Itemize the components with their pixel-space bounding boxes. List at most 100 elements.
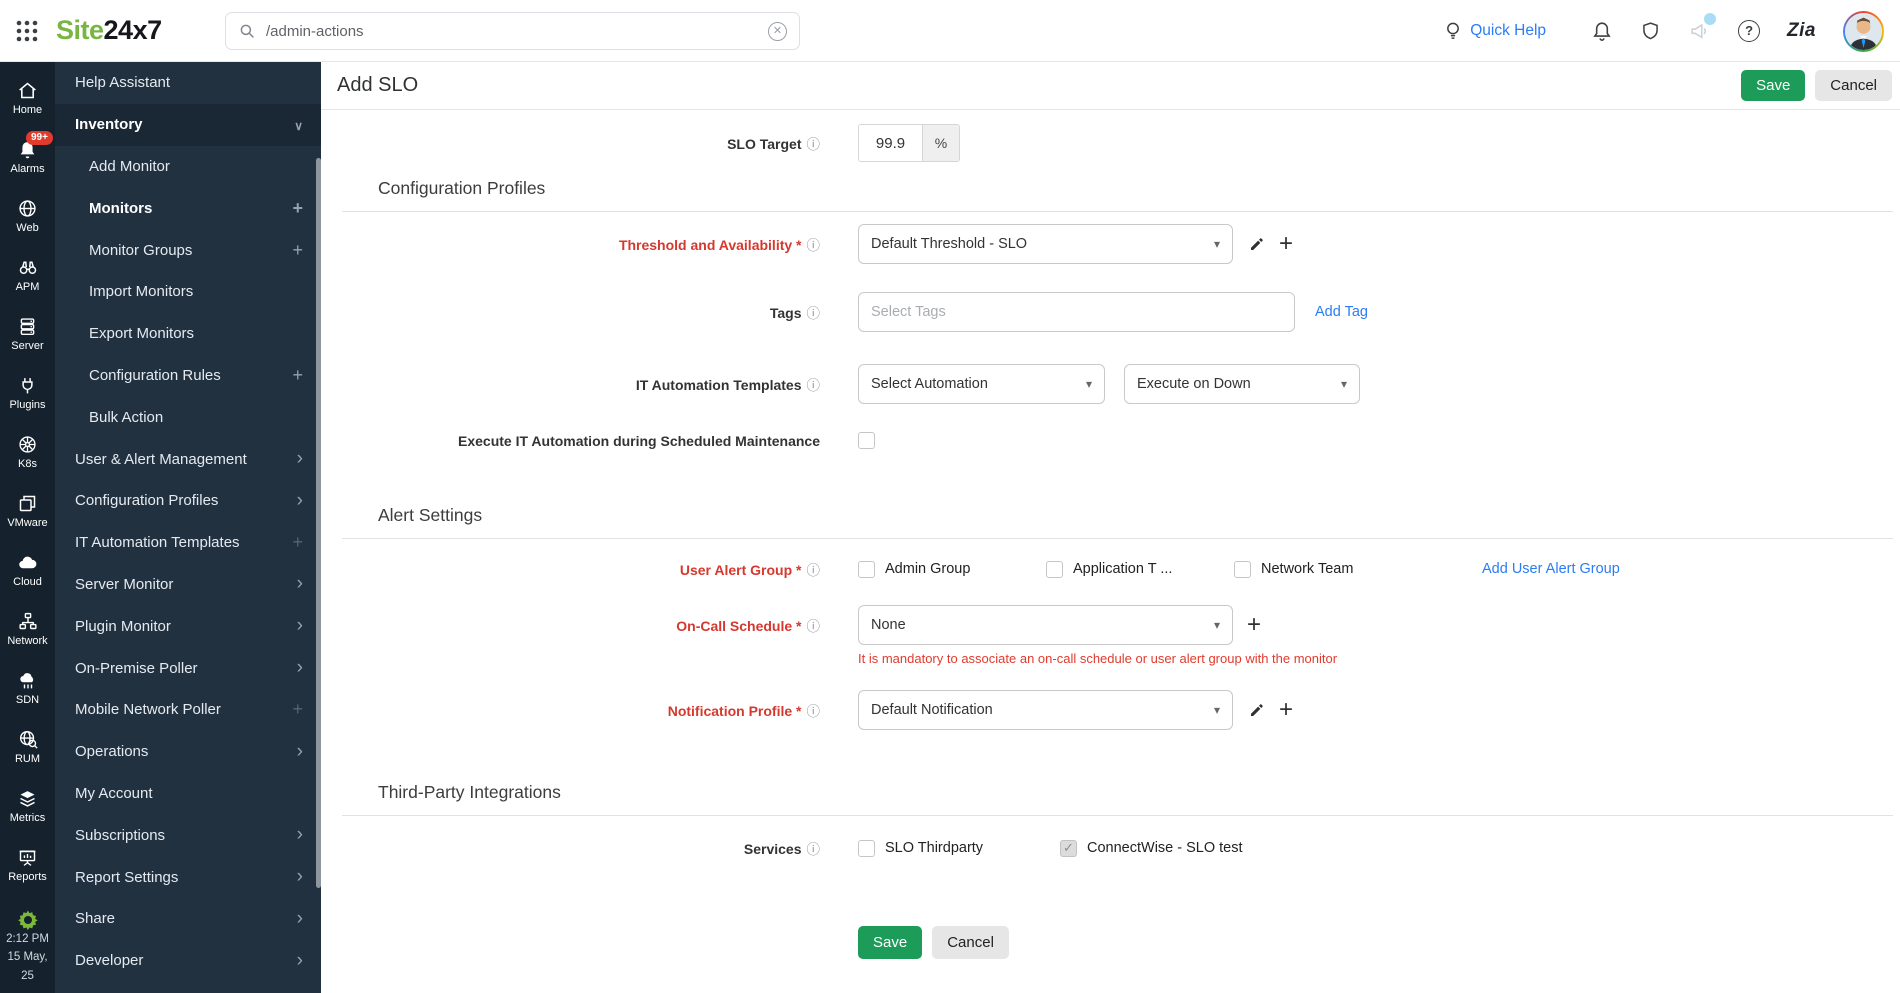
zia-assistant-button[interactable]: Zia bbox=[1787, 20, 1816, 42]
clear-search-icon[interactable]: ✕ bbox=[768, 21, 787, 41]
slo-target-value[interactable]: 99.9 bbox=[859, 125, 922, 161]
tags-input[interactable]: Select Tags bbox=[858, 292, 1295, 332]
rail-item-apm[interactable]: APM bbox=[0, 245, 55, 304]
cancel-button-bottom[interactable]: Cancel bbox=[932, 926, 1009, 959]
section-configuration-profiles: Configuration Profiles bbox=[342, 178, 1893, 212]
add-threshold-button[interactable]: + bbox=[1279, 230, 1294, 257]
sidebar-item-plugin-monitor[interactable]: Plugin Monitor bbox=[55, 605, 321, 647]
notification-dropdown[interactable]: Default Notification bbox=[858, 690, 1233, 730]
info-icon[interactable]: ⓘ bbox=[806, 137, 821, 152]
add-oncall-button[interactable]: + bbox=[1247, 611, 1262, 638]
rail-item-plugins[interactable]: Plugins bbox=[0, 363, 55, 422]
rail-item-network[interactable]: Network bbox=[0, 599, 55, 658]
rail-item-k8s[interactable]: K8s bbox=[0, 422, 55, 481]
plus-icon[interactable] bbox=[292, 198, 303, 219]
rail-item-vmware[interactable]: VMware bbox=[0, 481, 55, 540]
sidebar-item-report-settings[interactable]: Report Settings bbox=[55, 856, 321, 898]
network-team-checkbox[interactable] bbox=[1234, 560, 1251, 578]
sidebar-item-developer[interactable]: Developer bbox=[55, 940, 321, 982]
app-grid-icon[interactable] bbox=[14, 18, 40, 44]
sidebar-item-inventory[interactable]: Inventory bbox=[55, 103, 321, 146]
connectwise-checkbox[interactable] bbox=[1060, 839, 1077, 857]
sidebar-item-mobile-network-poller[interactable]: Mobile Network Poller bbox=[55, 689, 321, 731]
rail-item-server[interactable]: Server bbox=[0, 304, 55, 363]
chevron-right-icon bbox=[297, 950, 303, 972]
reports-board-icon bbox=[19, 850, 36, 866]
sidebar-item-on-premise-poller[interactable]: On-Premise Poller bbox=[55, 647, 321, 689]
sidebar-item-monitor-groups[interactable]: Monitor Groups bbox=[55, 229, 321, 271]
rail-item-sdn[interactable]: SDN bbox=[0, 658, 55, 717]
sidebar-item-user-alert-management[interactable]: User & Alert Management bbox=[55, 438, 321, 480]
rail-item-alarms[interactable]: 99+ Alarms bbox=[0, 127, 55, 186]
sidebar-item-export-monitors[interactable]: Export Monitors bbox=[89, 325, 195, 343]
sidebar-item-bulk-action[interactable]: Bulk Action bbox=[89, 408, 164, 426]
info-icon[interactable]: ⓘ bbox=[806, 842, 821, 857]
security-button[interactable] bbox=[1640, 20, 1661, 42]
sidebar-item-configuration-rules[interactable]: Configuration Rules bbox=[55, 355, 321, 397]
info-icon[interactable]: ⓘ bbox=[806, 704, 821, 719]
save-button-top[interactable]: Save bbox=[1741, 70, 1806, 101]
sidebar-item-subscriptions[interactable]: Subscriptions bbox=[55, 814, 321, 856]
oncall-dropdown[interactable]: None bbox=[858, 605, 1233, 645]
rail-item-rum[interactable]: RUM bbox=[0, 717, 55, 776]
sidebar-item-help-assistant[interactable]: Help Assistant bbox=[75, 74, 171, 92]
add-tag-link[interactable]: Add Tag bbox=[1315, 304, 1368, 320]
info-icon[interactable]: ⓘ bbox=[806, 619, 821, 634]
sidebar-item-my-account[interactable]: My Account bbox=[75, 784, 153, 802]
info-icon[interactable]: ⓘ bbox=[806, 563, 821, 578]
help-button[interactable]: ? bbox=[1738, 20, 1761, 42]
alert-group-option[interactable]: Network Team bbox=[1234, 560, 1422, 578]
info-icon[interactable]: ⓘ bbox=[806, 238, 821, 253]
sidebar-item-add-monitor[interactable]: Add Monitor bbox=[89, 157, 170, 175]
rail-item-home[interactable]: Home bbox=[0, 68, 55, 127]
automation-template-dropdown[interactable]: Select Automation bbox=[858, 364, 1105, 404]
admin-group-checkbox[interactable] bbox=[858, 560, 875, 578]
maintenance-checkbox[interactable] bbox=[858, 432, 875, 449]
bulb-icon bbox=[1447, 22, 1460, 39]
service-option[interactable]: SLO Thirdparty bbox=[858, 839, 1060, 857]
rail-item-cloud[interactable]: Cloud bbox=[0, 540, 55, 599]
alert-group-option[interactable]: Application T ... bbox=[1046, 560, 1234, 578]
rail-item-reports[interactable]: Reports bbox=[0, 835, 55, 894]
notifications-button[interactable] bbox=[1591, 20, 1613, 42]
save-button-bottom[interactable]: Save bbox=[858, 926, 923, 959]
info-icon[interactable]: ⓘ bbox=[806, 306, 821, 321]
edit-notification-button[interactable] bbox=[1249, 702, 1265, 718]
slo-target-input[interactable]: 99.9 % bbox=[858, 124, 960, 162]
menu-scrollbar[interactable] bbox=[316, 158, 321, 888]
plus-icon[interactable] bbox=[292, 365, 303, 386]
service-option[interactable]: ConnectWise - SLO test bbox=[1060, 839, 1248, 857]
cancel-button-top[interactable]: Cancel bbox=[1815, 70, 1892, 101]
sidebar-item-server-monitor[interactable]: Server Monitor bbox=[55, 564, 321, 606]
site24x7-logo[interactable]: Site24x7 bbox=[56, 15, 162, 45]
info-icon[interactable]: ⓘ bbox=[806, 378, 821, 393]
global-search-input[interactable]: /admin-actions ✕ bbox=[225, 12, 800, 50]
rail-item-web[interactable]: Web bbox=[0, 186, 55, 245]
admin-settings-button[interactable] bbox=[16, 900, 40, 940]
user-avatar[interactable] bbox=[1843, 10, 1884, 52]
sidebar-item-it-automation-templates[interactable]: IT Automation Templates bbox=[55, 522, 321, 564]
slo-thirdparty-checkbox[interactable] bbox=[858, 839, 875, 857]
plus-icon[interactable] bbox=[292, 240, 303, 261]
threshold-dropdown[interactable]: Default Threshold - SLO bbox=[858, 224, 1233, 264]
announcements-button[interactable] bbox=[1688, 13, 1717, 42]
automation-trigger-dropdown[interactable]: Execute on Down bbox=[1124, 364, 1360, 404]
plus-icon[interactable] bbox=[292, 532, 303, 553]
add-user-alert-group-link[interactable]: Add User Alert Group bbox=[1482, 561, 1620, 577]
add-notification-button[interactable]: + bbox=[1279, 696, 1294, 723]
plus-icon[interactable] bbox=[292, 699, 303, 720]
sidebar-item-operations[interactable]: Operations bbox=[55, 731, 321, 773]
layers-icon bbox=[20, 790, 35, 807]
page-title: Add SLO bbox=[337, 74, 419, 96]
alert-group-option[interactable]: Admin Group bbox=[858, 560, 1046, 578]
sidebar-item-share[interactable]: Share bbox=[55, 898, 321, 940]
application-team-checkbox[interactable] bbox=[1046, 560, 1063, 578]
sidebar-item-monitors[interactable]: Monitors bbox=[55, 187, 321, 229]
cloud-icon bbox=[19, 556, 37, 568]
rail-item-metrics[interactable]: Metrics bbox=[0, 776, 55, 835]
quick-help-button[interactable]: Quick Help bbox=[1443, 20, 1546, 42]
edit-threshold-button[interactable] bbox=[1249, 236, 1265, 252]
sidebar-item-import-monitors[interactable]: Import Monitors bbox=[89, 283, 194, 301]
sidebar-item-configuration-profiles[interactable]: Configuration Profiles bbox=[55, 480, 321, 522]
chevron-down-icon bbox=[1086, 376, 1092, 392]
